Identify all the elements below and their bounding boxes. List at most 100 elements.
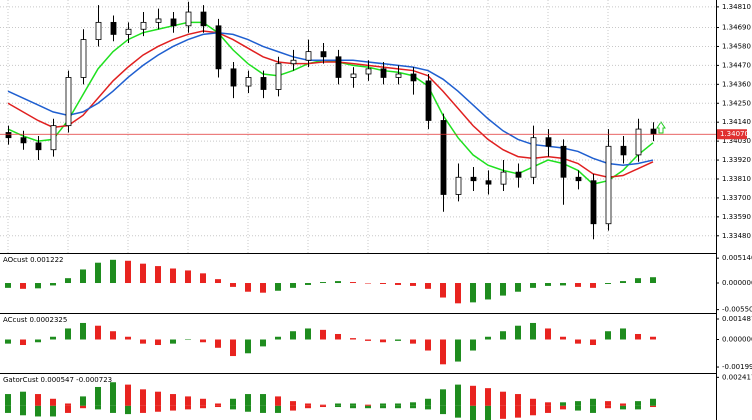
y-tick-label: -0.005501: [722, 306, 752, 314]
histogram-bar: [530, 283, 536, 288]
gator-bar: [305, 405, 311, 409]
gator-bar: [380, 403, 386, 406]
y-tick-label: 1.34580: [722, 42, 751, 50]
gator-bar: [290, 405, 296, 411]
gator-bar: [470, 405, 476, 420]
gator-bar: [50, 405, 56, 417]
histogram-bar: [545, 283, 551, 286]
candle-body: [5, 132, 12, 139]
y-tick-label: 1.34030: [722, 137, 751, 145]
y-tick-label: 1.33920: [722, 156, 751, 164]
gator-bar: [590, 398, 596, 406]
gator-bar: [215, 403, 221, 406]
gator-bar: [275, 396, 281, 406]
histogram-bar: [440, 283, 446, 298]
histogram-bar: [305, 328, 311, 340]
candle-body: [110, 21, 117, 35]
candle-body: [515, 171, 522, 178]
gator-bar: [350, 403, 356, 406]
candle-body: [80, 39, 87, 78]
y-tick-label: -0.0019978: [722, 363, 752, 371]
last-price-box: [717, 129, 747, 140]
gator-bar: [575, 401, 581, 406]
gator-bar: [500, 391, 506, 406]
candle-body: [275, 63, 282, 90]
histogram-bar: [5, 339, 11, 344]
y-tick-label: 1.33700: [722, 194, 751, 202]
histogram-bar: [20, 339, 26, 346]
histogram-bar: [320, 282, 326, 284]
gator-bar: [320, 405, 326, 408]
candle-body: [455, 176, 462, 195]
candle-body: [230, 68, 237, 87]
gator-bar: [395, 403, 401, 406]
histogram-bar: [65, 278, 71, 284]
y-tick-label: 0.000000: [722, 336, 752, 344]
candle-body: [560, 145, 567, 178]
gator-bar: [470, 385, 476, 406]
gator-bar: [200, 398, 206, 406]
histogram-bar: [350, 338, 356, 340]
gator-bar: [320, 404, 326, 406]
candle-body: [440, 120, 447, 195]
gator-bar: [260, 394, 266, 406]
gator-bar: [560, 405, 566, 410]
gator-bar: [590, 405, 596, 413]
candle-body: [185, 11, 192, 27]
gator-bar: [35, 394, 41, 406]
gator-bar: [425, 405, 431, 410]
y-tick-label: 0.000000: [722, 279, 752, 287]
y-tick-label: 1.34140: [722, 118, 751, 126]
y-tick-label: 1.34810: [722, 3, 751, 11]
gator-bar: [275, 405, 281, 413]
gator-bar: [545, 402, 551, 406]
gator-bar: [155, 405, 161, 412]
histogram-bar: [230, 339, 236, 357]
histogram-bar: [110, 331, 116, 340]
gator-bar: [410, 405, 416, 409]
histogram-bar: [260, 339, 266, 347]
y-tick-label: 1.34690: [722, 24, 751, 32]
candle-body: [140, 21, 147, 30]
histogram-bar: [470, 339, 476, 351]
gator-bar: [35, 405, 41, 417]
y-tick-label: 1.33590: [722, 213, 751, 221]
gator-bar: [635, 405, 641, 410]
moving-average: [7, 30, 654, 179]
histogram-bar: [215, 279, 221, 284]
panel-title: AOcust 0.001222: [3, 256, 63, 264]
gator-bar: [440, 405, 446, 415]
histogram-bar: [485, 283, 491, 300]
gator-bar: [410, 402, 416, 406]
candle-body: [620, 145, 627, 156]
histogram-bar: [425, 339, 431, 351]
candle-body: [260, 77, 267, 90]
histogram-bar: [110, 259, 116, 284]
gator-bar: [20, 391, 26, 406]
y-tick-label: 1.33480: [722, 232, 751, 240]
histogram-bar: [575, 339, 581, 344]
histogram-bar: [380, 339, 386, 343]
histogram-bar: [620, 281, 626, 284]
histogram-bar: [575, 283, 581, 287]
histogram-bar: [605, 283, 611, 284]
y-tick-label: 1.34360: [722, 80, 751, 88]
gator-bar: [125, 384, 131, 406]
histogram-bar: [485, 336, 491, 340]
gator-bar: [335, 403, 341, 406]
gator-bar: [5, 394, 11, 406]
histogram-bar: [95, 325, 101, 340]
histogram-bar: [305, 283, 311, 285]
histogram-bar: [185, 339, 191, 341]
gator-bar: [485, 388, 491, 406]
histogram-bar: [275, 336, 281, 340]
gator-bar: [545, 405, 551, 413]
gator-bar: [245, 405, 251, 412]
histogram-bar: [5, 283, 11, 288]
histogram-bar: [125, 336, 131, 340]
gator-bar: [185, 396, 191, 406]
gator-bar: [170, 405, 176, 411]
gator-bar: [335, 405, 341, 408]
gator-bar: [650, 398, 656, 406]
candle-body: [395, 73, 402, 78]
